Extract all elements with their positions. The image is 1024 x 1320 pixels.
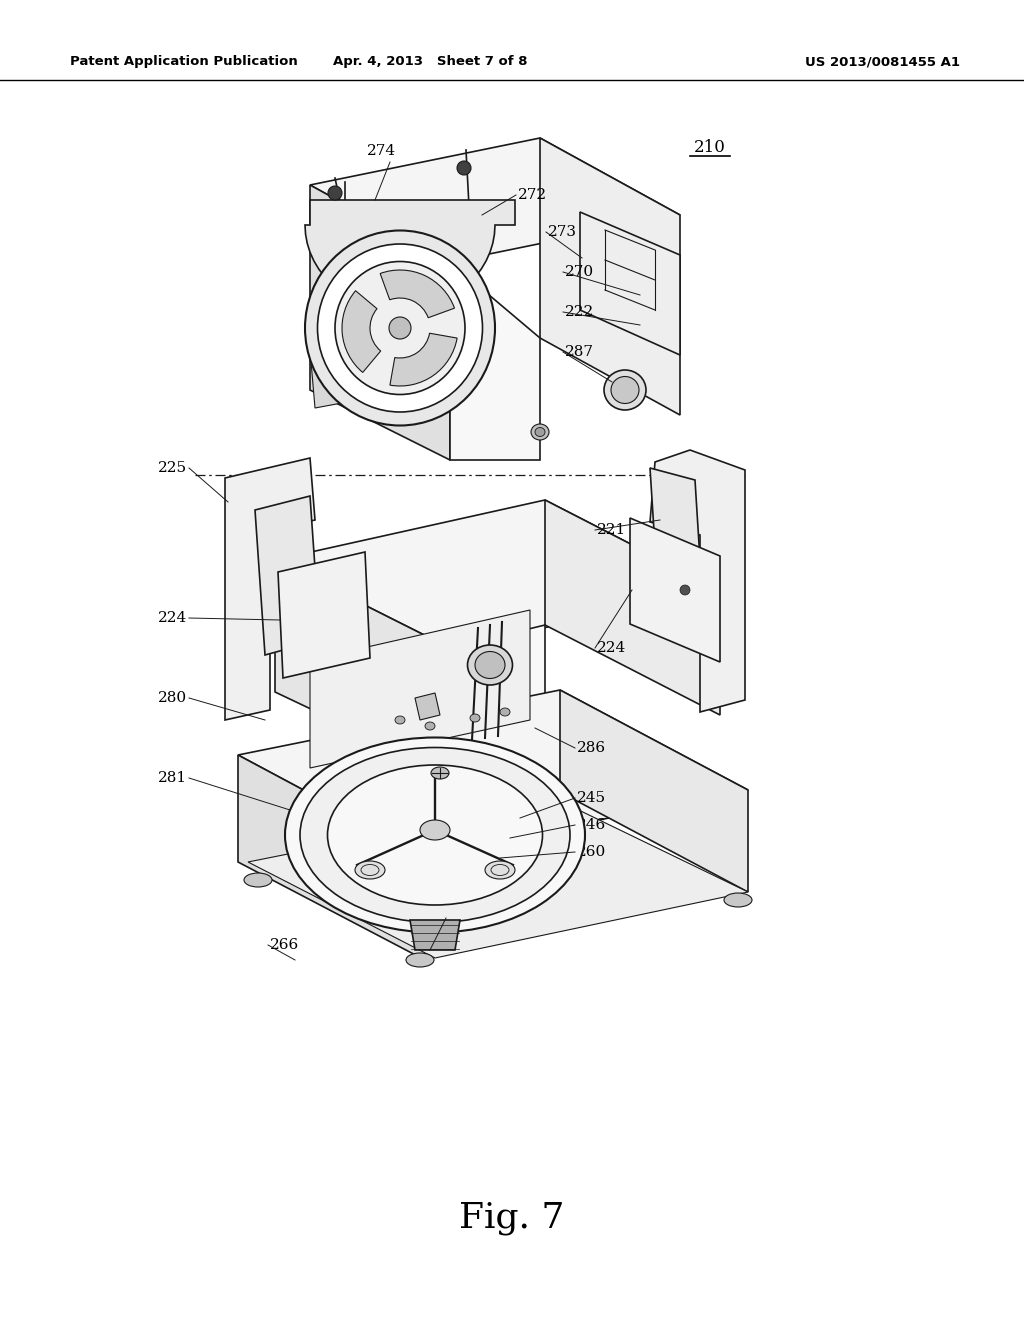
Ellipse shape (485, 861, 515, 879)
Text: 224: 224 (158, 611, 187, 624)
Ellipse shape (680, 585, 690, 595)
Polygon shape (580, 213, 680, 355)
Ellipse shape (535, 428, 545, 437)
Polygon shape (310, 335, 385, 408)
Ellipse shape (328, 186, 342, 201)
Ellipse shape (406, 953, 434, 968)
Text: Fig. 7: Fig. 7 (460, 1201, 564, 1236)
Ellipse shape (475, 652, 505, 678)
Ellipse shape (611, 376, 639, 404)
Polygon shape (410, 920, 460, 950)
Text: 272: 272 (518, 187, 547, 202)
Ellipse shape (536, 813, 564, 828)
Polygon shape (650, 469, 705, 640)
Polygon shape (305, 201, 515, 310)
Text: 265: 265 (449, 911, 477, 925)
Polygon shape (650, 450, 745, 711)
Text: 286: 286 (577, 741, 606, 755)
Wedge shape (390, 333, 457, 385)
Text: 260: 260 (577, 845, 606, 859)
Ellipse shape (244, 873, 272, 887)
Ellipse shape (604, 370, 646, 411)
Text: 221: 221 (597, 523, 627, 537)
Ellipse shape (389, 317, 411, 339)
Polygon shape (450, 261, 540, 459)
Wedge shape (342, 290, 381, 372)
Text: 222: 222 (565, 305, 594, 319)
Ellipse shape (425, 722, 435, 730)
Polygon shape (560, 690, 748, 892)
Text: 224: 224 (597, 642, 627, 655)
Polygon shape (248, 800, 748, 958)
Ellipse shape (500, 708, 510, 715)
Text: 273: 273 (548, 224, 577, 239)
Text: 225: 225 (158, 461, 187, 475)
Text: 245: 245 (577, 791, 606, 805)
Text: 287: 287 (565, 345, 594, 359)
Text: US 2013/0081455 A1: US 2013/0081455 A1 (805, 55, 961, 69)
Text: Patent Application Publication: Patent Application Publication (70, 55, 298, 69)
Polygon shape (310, 610, 530, 768)
Polygon shape (275, 500, 720, 648)
Text: 281: 281 (158, 771, 187, 785)
Ellipse shape (335, 261, 465, 395)
Ellipse shape (355, 861, 385, 879)
Polygon shape (415, 693, 440, 719)
Text: 210: 210 (694, 140, 726, 157)
Ellipse shape (724, 894, 752, 907)
Text: 270: 270 (565, 265, 594, 279)
Polygon shape (450, 624, 545, 775)
Polygon shape (310, 139, 680, 261)
Ellipse shape (431, 767, 449, 779)
Ellipse shape (305, 231, 495, 425)
Text: 274: 274 (368, 144, 396, 158)
Polygon shape (238, 690, 748, 855)
Ellipse shape (468, 645, 512, 685)
Text: 266: 266 (270, 939, 299, 952)
Ellipse shape (328, 766, 543, 906)
Ellipse shape (285, 738, 585, 932)
Polygon shape (425, 792, 560, 960)
Text: 246: 246 (577, 818, 606, 832)
Polygon shape (255, 496, 319, 655)
Ellipse shape (300, 747, 570, 923)
Text: Apr. 4, 2013   Sheet 7 of 8: Apr. 4, 2013 Sheet 7 of 8 (333, 55, 527, 69)
Ellipse shape (317, 244, 482, 412)
Polygon shape (238, 755, 425, 960)
Ellipse shape (395, 715, 406, 723)
Wedge shape (380, 271, 455, 318)
Ellipse shape (457, 161, 471, 176)
Polygon shape (630, 517, 720, 663)
Ellipse shape (470, 714, 480, 722)
Polygon shape (225, 458, 315, 719)
Polygon shape (278, 552, 370, 678)
Polygon shape (275, 560, 450, 775)
Polygon shape (540, 139, 680, 414)
Polygon shape (310, 185, 450, 459)
Ellipse shape (420, 820, 450, 840)
Polygon shape (545, 500, 720, 715)
Text: 280: 280 (158, 690, 187, 705)
Ellipse shape (531, 424, 549, 440)
